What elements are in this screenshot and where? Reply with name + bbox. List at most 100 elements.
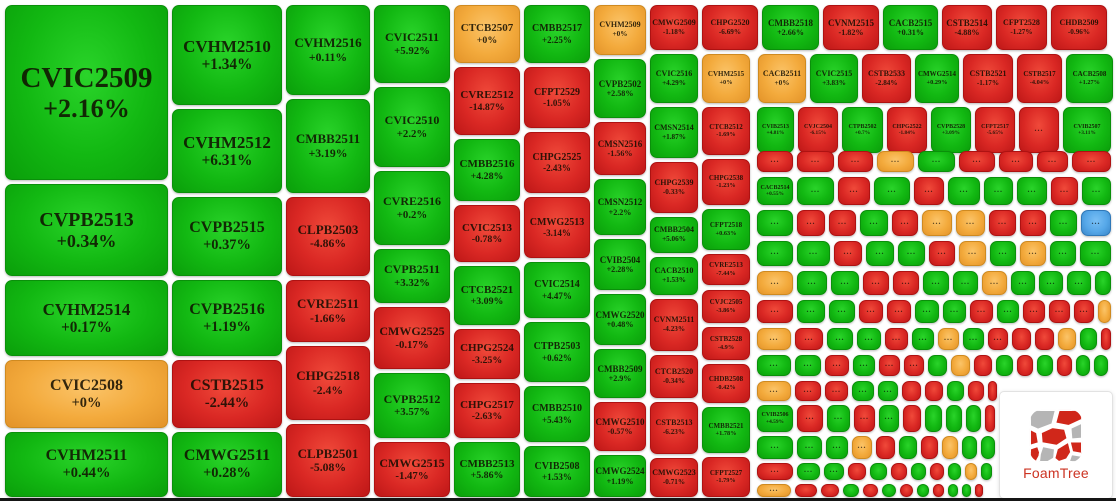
treemap-cell[interactable]: ... <box>860 210 888 236</box>
treemap-cell[interactable]: ... <box>1020 241 1046 266</box>
treemap-cell[interactable]: ... <box>797 300 825 323</box>
treemap-cell[interactable]: ... <box>797 271 827 295</box>
treemap-cell[interactable] <box>795 484 817 497</box>
treemap-cell[interactable]: CVHM2511 +0.44% <box>5 432 168 497</box>
treemap-cell[interactable]: ... <box>999 151 1033 172</box>
treemap-cell[interactable]: ... <box>827 328 853 350</box>
treemap-cell[interactable] <box>948 463 961 480</box>
treemap-cell[interactable]: ... <box>857 328 881 350</box>
treemap-cell[interactable]: CHDB2508 -0.42% <box>702 364 750 403</box>
treemap-cell[interactable] <box>981 436 995 459</box>
treemap-cell[interactable]: CVIC2509 +2.16% <box>5 5 168 180</box>
treemap-cell[interactable] <box>942 436 958 459</box>
treemap-cell[interactable]: ... <box>1017 177 1047 205</box>
treemap-cell[interactable]: ... <box>866 241 894 266</box>
treemap-cell[interactable]: ... <box>922 210 952 236</box>
treemap-cell[interactable] <box>1035 328 1054 350</box>
treemap-cell[interactable] <box>1094 355 1108 376</box>
treemap-cell[interactable]: ... <box>852 381 874 401</box>
treemap-cell[interactable]: CVNM2511 -4.23% <box>650 299 698 351</box>
treemap-cell[interactable]: CHDB2509 -0.96% <box>1051 5 1107 50</box>
treemap-cell[interactable]: CSTB2514 -4.88% <box>942 5 992 50</box>
treemap-cell[interactable]: CTCB2512 -1.69% <box>702 107 750 155</box>
treemap-cell[interactable]: ... <box>797 151 834 172</box>
treemap-cell[interactable]: CVRE2512 -14.87% <box>454 67 520 135</box>
treemap-cell[interactable]: CTPB2503 +0.62% <box>524 322 590 382</box>
treemap-cell[interactable]: ... <box>757 241 793 266</box>
treemap-cell[interactable]: ... <box>757 300 793 323</box>
treemap-cell[interactable]: ... <box>797 463 820 480</box>
treemap-cell[interactable]: ... <box>1072 151 1111 172</box>
treemap-cell[interactable]: CHPG2520 -6.69% <box>702 5 758 50</box>
treemap-cell[interactable]: CVIC2510 +2.2% <box>374 87 450 167</box>
treemap-cell[interactable]: CVPB2516 +1.19% <box>172 280 282 356</box>
treemap-cell[interactable] <box>1012 328 1031 350</box>
treemap-cell[interactable]: ... <box>1023 300 1045 323</box>
treemap-cell[interactable]: CSTB2533 -2.84% <box>862 54 911 103</box>
treemap-cell[interactable]: ... <box>827 405 850 432</box>
treemap-cell[interactable]: ... <box>838 177 870 205</box>
treemap-cell[interactable]: ... <box>885 328 908 350</box>
treemap-cell[interactable]: ... <box>859 300 883 323</box>
treemap-cell[interactable]: CHPG2517 -2.63% <box>454 383 520 438</box>
treemap-cell[interactable]: ... <box>1037 151 1068 172</box>
treemap-cell[interactable]: CMBB2511 +3.19% <box>286 99 370 193</box>
treemap-cell[interactable]: CHPG2538 -1.23% <box>702 159 750 205</box>
treemap-cell[interactable]: CACB2508 +1.27% <box>1066 54 1113 103</box>
treemap-cell[interactable]: CSTB2521 -1.17% <box>963 54 1013 103</box>
treemap-cell[interactable]: CVRE2511 -1.66% <box>286 280 370 342</box>
treemap-cell[interactable]: CSTB2528 -4.9% <box>702 327 750 360</box>
treemap-cell[interactable]: CFPT2527 -1.79% <box>702 457 750 497</box>
treemap-cell[interactable]: CVRE2513 -7.44% <box>702 254 750 285</box>
treemap-cell[interactable]: CACB2511 +0% <box>758 54 806 103</box>
treemap-cell[interactable] <box>1057 355 1072 376</box>
treemap-cell[interactable]: ... <box>984 177 1013 205</box>
treemap-cell[interactable]: CMWG2513 -3.14% <box>524 197 590 258</box>
treemap-cell[interactable]: ... <box>997 300 1019 323</box>
treemap-cell[interactable]: ... <box>795 355 821 376</box>
treemap-cell[interactable]: CHPG2539 -0.33% <box>650 162 698 213</box>
treemap-cell[interactable]: CVIB2506 +4.59% <box>757 405 793 432</box>
treemap-cell[interactable] <box>876 436 895 459</box>
treemap-cell[interactable]: CVHM2509 +0% <box>594 5 646 55</box>
treemap-cell[interactable]: ... <box>797 210 825 236</box>
treemap-cell[interactable]: CTCB2521 +3.09% <box>454 266 520 325</box>
treemap-cell[interactable]: ... <box>893 271 919 295</box>
treemap-cell[interactable] <box>947 381 964 401</box>
treemap-cell[interactable]: CVIC2514 +4.47% <box>524 262 590 318</box>
treemap-cell[interactable]: ... <box>898 241 925 266</box>
treemap-cell[interactable]: CVHM2515 +0% <box>702 54 750 103</box>
treemap-cell[interactable]: ... <box>1082 177 1111 205</box>
treemap-cell[interactable] <box>891 463 907 480</box>
treemap-cell[interactable]: CFPT2518 +0.63% <box>702 209 750 250</box>
treemap-cell[interactable]: ... <box>953 271 978 295</box>
treemap-cell[interactable]: CMBB2513 +5.86% <box>454 442 520 497</box>
treemap-cell[interactable]: ... <box>797 405 823 432</box>
treemap-cell[interactable] <box>965 463 977 480</box>
treemap-cell[interactable]: CMBB2518 +2.66% <box>762 5 819 50</box>
treemap-cell[interactable] <box>968 381 984 401</box>
treemap-cell[interactable]: ... <box>923 271 949 295</box>
treemap-cell[interactable] <box>988 381 997 401</box>
treemap-cell[interactable]: CVRE2516 +0.2% <box>374 171 450 245</box>
treemap-cell[interactable]: CMWG2514 +0.29% <box>915 54 959 103</box>
treemap-cell[interactable]: CVPB2515 +0.37% <box>172 197 282 276</box>
treemap-cell[interactable] <box>962 436 977 459</box>
treemap-cell[interactable]: CSTB2513 -6.23% <box>650 402 698 454</box>
treemap-cell[interactable]: CVHM2510 +1.34% <box>172 5 282 105</box>
treemap-cell[interactable] <box>921 436 938 459</box>
treemap-cell[interactable]: ... <box>877 151 914 172</box>
treemap-cell[interactable] <box>1080 328 1097 350</box>
treemap-cell[interactable]: CVIC2513 -0.78% <box>454 205 520 262</box>
treemap-cell[interactable]: ... <box>1039 271 1063 295</box>
treemap-cell[interactable]: ... <box>879 405 899 432</box>
treemap-cell[interactable] <box>930 463 944 480</box>
treemap-cell[interactable] <box>962 484 971 497</box>
treemap-cell[interactable]: CACB2514 +0.55% <box>757 177 793 205</box>
treemap-cell[interactable]: ... <box>797 436 822 459</box>
treemap-cell[interactable] <box>946 405 962 432</box>
treemap-cell[interactable]: ... <box>874 177 910 205</box>
treemap-cell[interactable]: CVPB2512 +3.57% <box>374 373 450 438</box>
treemap-cell[interactable]: ... <box>825 355 849 376</box>
treemap-cell[interactable]: ... <box>878 381 898 401</box>
